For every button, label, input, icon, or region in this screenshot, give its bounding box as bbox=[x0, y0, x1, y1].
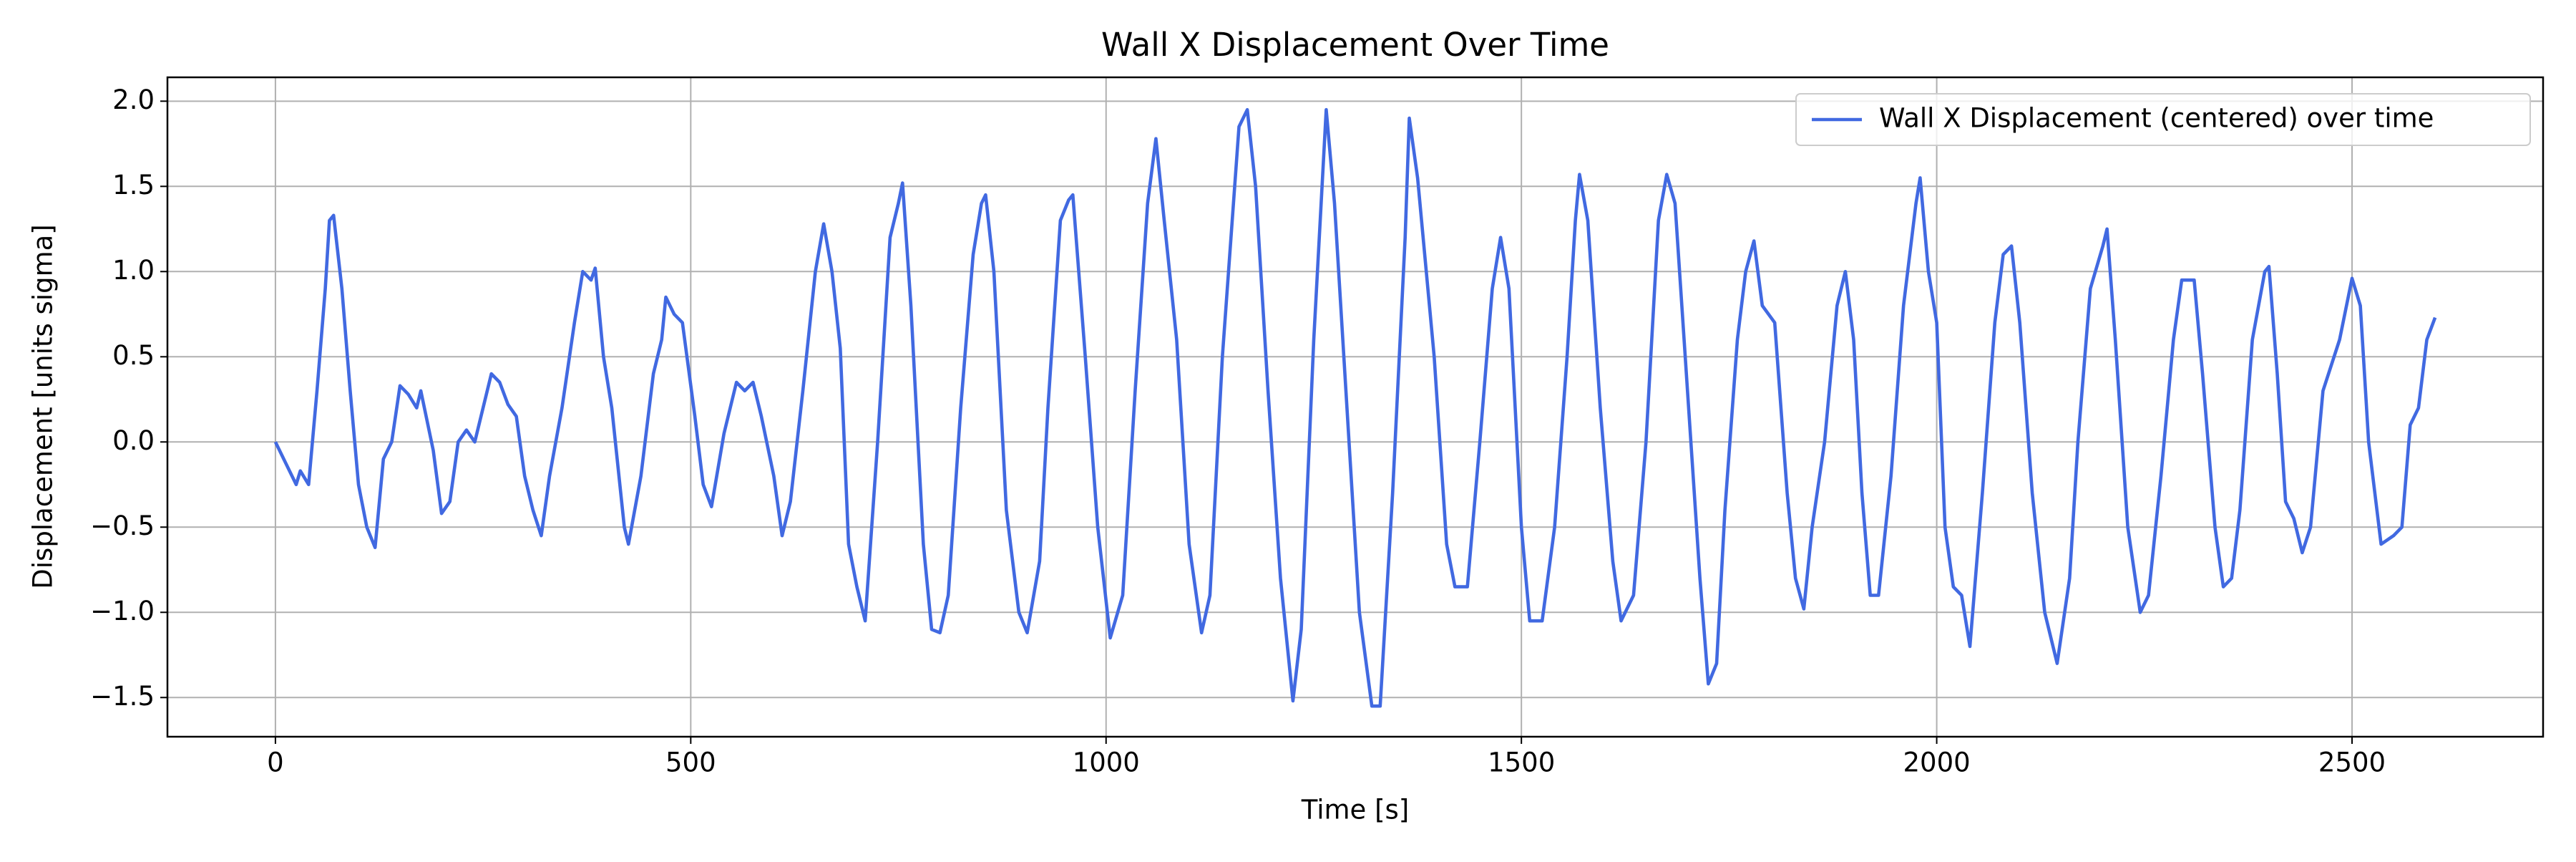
y-tick-label: 2.0 bbox=[112, 84, 155, 115]
y-tick-label: 0.5 bbox=[112, 340, 155, 371]
x-tick-label: 1500 bbox=[1488, 747, 1555, 778]
legend-box bbox=[1795, 93, 2531, 146]
y-tick-label: −0.5 bbox=[90, 510, 155, 541]
y-tick-label: −1.5 bbox=[90, 681, 155, 712]
x-tick-label: 0 bbox=[267, 747, 284, 778]
y-tick-label: 1.0 bbox=[112, 255, 155, 286]
x-tick-label: 1000 bbox=[1073, 747, 1140, 778]
x-tick-label: 500 bbox=[665, 747, 716, 778]
x-tick-label: 2500 bbox=[2318, 747, 2386, 778]
x-tick-label: 2000 bbox=[1903, 747, 1971, 778]
legend-label: Wall X Displacement (centered) over time bbox=[1879, 103, 2434, 134]
y-tick-label: 1.5 bbox=[112, 170, 155, 200]
x-axis-label: Time [s] bbox=[1301, 795, 1409, 825]
chart-title: Wall X Displacement Over Time bbox=[1101, 26, 1609, 64]
y-tick-label: 0.0 bbox=[112, 425, 155, 456]
y-tick-label: −1.0 bbox=[90, 596, 155, 626]
y-axis-label: Displacement [units sigma] bbox=[28, 224, 59, 589]
data-line bbox=[273, 107, 2437, 708]
plot-frame bbox=[166, 76, 2545, 738]
